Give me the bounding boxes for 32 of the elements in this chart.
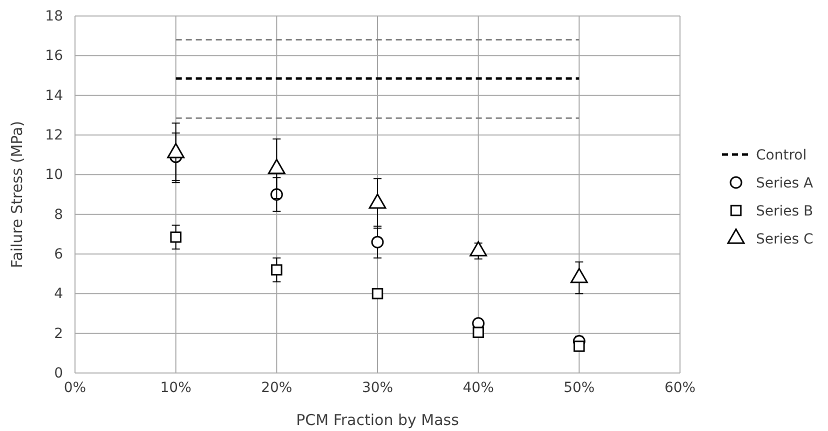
x-tick-label: 40%: [462, 380, 494, 396]
point: [472, 326, 484, 338]
y-tick-label: 18: [45, 8, 63, 24]
x-axis-title: PCM Fraction by Mass: [296, 411, 460, 429]
y-tick-label: 16: [45, 48, 64, 64]
x-tick-label: 20%: [261, 380, 292, 396]
y-tick-label: 2: [54, 326, 63, 342]
legend-label: Series C: [756, 232, 814, 248]
point: [574, 340, 585, 352]
point: [170, 232, 182, 243]
y-tick-label: 12: [45, 127, 63, 144]
legend-label: Series B: [756, 204, 814, 220]
legend-label: Control: [756, 148, 807, 164]
legend-label: Series A: [756, 176, 814, 192]
point: [167, 142, 185, 158]
x-tick-label: 30%: [362, 380, 394, 396]
y-tick-label: 10: [45, 167, 63, 184]
x-tick-label: 60%: [664, 380, 696, 396]
point: [368, 193, 386, 209]
y-tick-label: 0: [54, 365, 63, 382]
y-tick-label: 4: [54, 286, 64, 302]
y-tick-label: 6: [54, 246, 64, 262]
x-tick-label: 0%: [64, 380, 86, 396]
x-tick-label: 10%: [160, 380, 192, 396]
x-tick-label: 50%: [564, 380, 595, 396]
y-axis-title: Failure Stress (MPa): [8, 120, 26, 268]
point: [371, 236, 384, 248]
y-tick-label: 8: [54, 206, 63, 223]
point: [271, 264, 282, 276]
y-tick-label: 14: [45, 88, 64, 104]
point: [268, 158, 286, 174]
point: [372, 288, 384, 300]
